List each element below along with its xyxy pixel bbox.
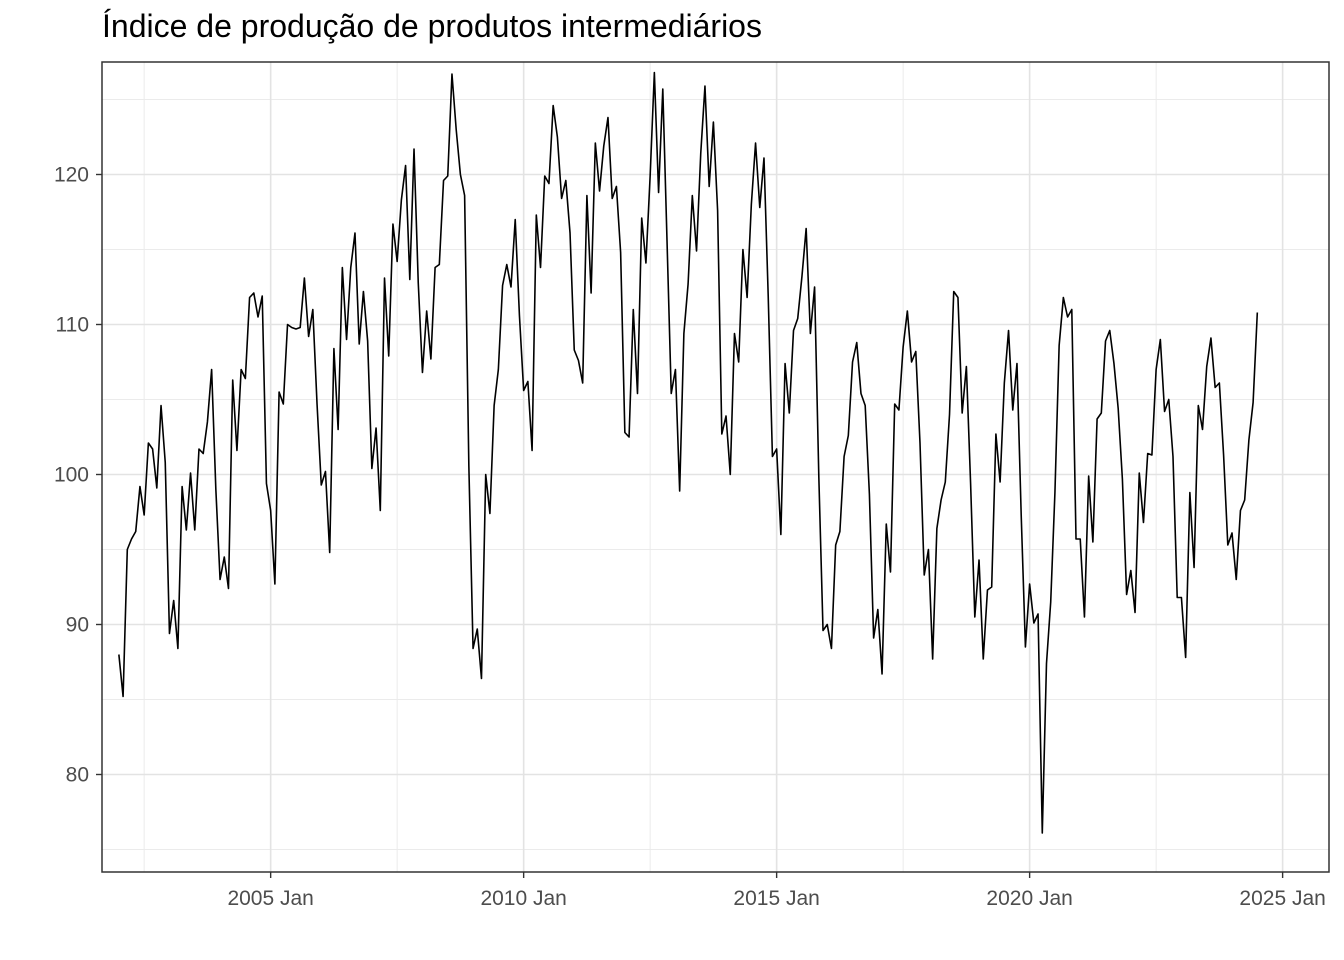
y-tick-label: 110 [56,314,89,337]
series-line [118,71,1259,834]
y-tick-label: 90 [66,614,89,637]
y-axis-tick-labels: 80 90 100 110 120 [54,164,89,787]
chart-title: Índice de produção de produtos intermedi… [102,8,762,44]
major-gridlines [102,62,1329,872]
plot-panel-border [101,61,1330,873]
axis-ticks [96,173,1284,878]
x-axis-tick-labels: 2005 Jan 2010 Jan 2015 Jan 2020 Jan 2025 Jan [227,887,1325,910]
x-tick-label: 2015 Jan [733,887,819,910]
x-tick-label: 2010 Jan [480,887,566,910]
y-tick-label: 100 [54,464,89,487]
x-tick-label: 2020 Jan [986,887,1072,910]
minor-gridlines [102,62,1329,872]
y-tick-label: 80 [66,764,89,787]
plot-panel-background [102,62,1329,872]
y-tick-label: 120 [54,164,89,187]
x-tick-label: 2025 Jan [1239,887,1325,910]
x-tick-label: 2005 Jan [227,887,313,910]
